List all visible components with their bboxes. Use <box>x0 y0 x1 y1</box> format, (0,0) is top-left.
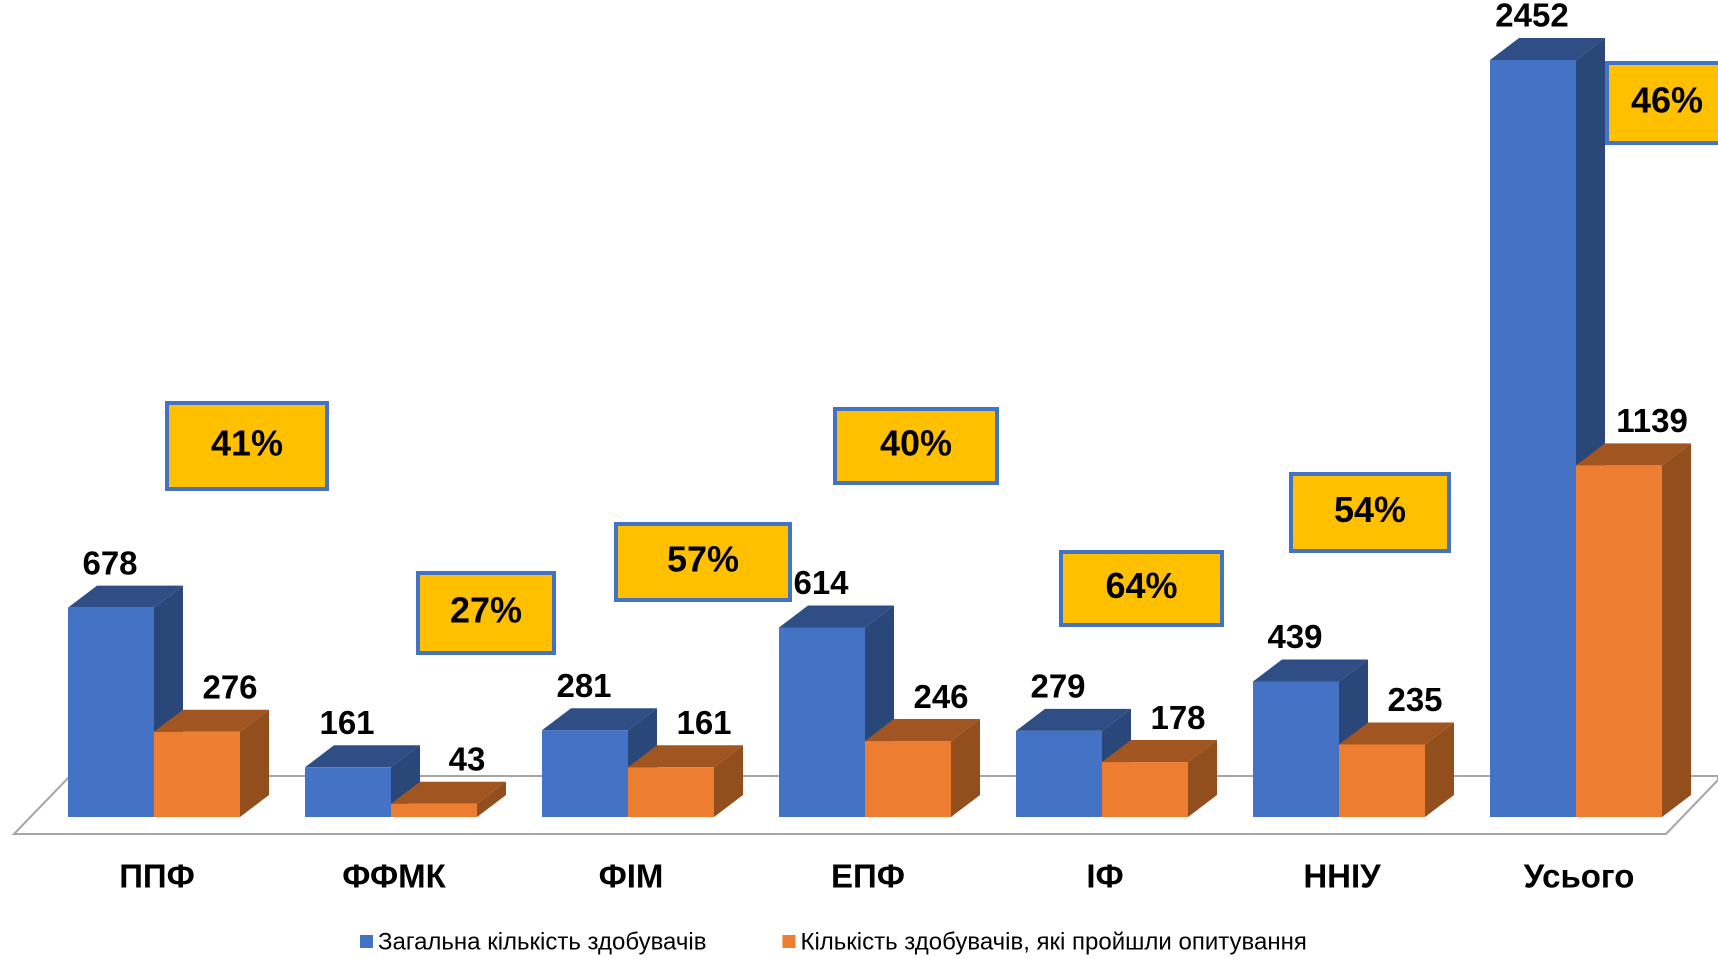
x-tick-label: Усього <box>1524 858 1635 895</box>
x-tick-label: ЕПФ <box>831 858 905 895</box>
annotation: 64% <box>1105 565 1177 606</box>
bar-top <box>865 719 980 742</box>
bar <box>154 709 269 817</box>
bar-top <box>1102 740 1217 763</box>
bar-side <box>1662 443 1691 817</box>
bar-side <box>951 719 980 817</box>
bar-top <box>779 605 894 628</box>
bar <box>1339 722 1454 817</box>
annotation: 40% <box>880 423 952 464</box>
bar-top <box>1490 38 1605 60</box>
value-label: 614 <box>793 564 849 601</box>
value-label: 276 <box>202 669 257 706</box>
bar-front <box>779 627 865 817</box>
bar-top <box>1339 722 1454 745</box>
x-tick-label: ННІУ <box>1303 858 1381 895</box>
bar <box>542 708 657 817</box>
value-label: 439 <box>1267 618 1322 655</box>
value-label: 43 <box>449 740 486 777</box>
bar <box>1016 708 1131 817</box>
value-label: 678 <box>82 544 137 581</box>
x-tick-label: ФІМ <box>599 858 664 895</box>
bar <box>305 745 420 817</box>
value-label: 281 <box>556 667 611 704</box>
annotation: 46% <box>1631 80 1703 121</box>
value-label: 2452 <box>1495 0 1568 34</box>
x-tick-label: ППФ <box>119 858 195 895</box>
bar <box>865 719 980 817</box>
bar-front <box>391 803 477 817</box>
value-label: 161 <box>676 704 731 741</box>
annotation-box <box>614 522 792 602</box>
bar-front <box>542 730 628 817</box>
bar-side <box>1425 722 1454 817</box>
bar-front <box>1102 762 1188 817</box>
bar <box>391 781 506 817</box>
legend-label: Кількість здобувачів, які пройшли опитув… <box>800 928 1306 955</box>
annotation: 41% <box>211 423 283 464</box>
bar-side <box>477 781 506 817</box>
legend-swatch <box>360 935 373 948</box>
bar-front <box>68 607 154 817</box>
annotation: 57% <box>667 539 739 580</box>
bar-side <box>240 709 269 817</box>
value-label: 246 <box>913 678 968 715</box>
bar-front <box>628 767 714 817</box>
annotation-box <box>833 407 999 485</box>
bar <box>1253 659 1368 817</box>
bar-top <box>68 585 183 608</box>
bar <box>628 745 743 817</box>
bar <box>1102 740 1217 817</box>
bar-top <box>391 781 506 804</box>
annotation-box <box>1605 61 1718 145</box>
bar-front <box>1016 730 1102 817</box>
bar-top <box>1016 708 1131 731</box>
annotation-box <box>1289 472 1451 553</box>
legend-label: Загальна кількість здобувачів <box>378 928 706 955</box>
bar-front <box>1490 60 1576 817</box>
bar-side <box>1188 740 1217 817</box>
bar <box>1576 443 1691 817</box>
annotation: 27% <box>450 590 522 631</box>
bar-front <box>1253 681 1339 817</box>
legend-swatch <box>782 935 796 948</box>
bar-top <box>305 745 420 768</box>
bar-front <box>1339 744 1425 817</box>
x-tick-label: ІФ <box>1086 858 1123 895</box>
floor <box>11 775 1718 835</box>
annotation-box <box>165 401 329 491</box>
annotation-box <box>416 571 556 655</box>
bar-top <box>1576 443 1691 466</box>
value-label: 178 <box>1150 699 1205 736</box>
bar-front <box>1576 465 1662 817</box>
bar-front <box>154 731 240 817</box>
annotation-box <box>1059 550 1224 627</box>
value-label: 235 <box>1387 681 1442 718</box>
value-label: 1139 <box>1616 402 1688 439</box>
bar-top <box>1253 659 1368 682</box>
value-label: 161 <box>319 704 374 741</box>
bar-top <box>628 745 743 768</box>
bar-top <box>154 709 269 732</box>
value-label: 279 <box>1030 668 1085 705</box>
bar-top <box>542 708 657 731</box>
bar-front <box>865 741 951 817</box>
annotation: 54% <box>1334 489 1406 530</box>
bar-front <box>305 767 391 817</box>
x-tick-label: ФФМК <box>342 858 446 895</box>
bar-side <box>714 745 743 817</box>
